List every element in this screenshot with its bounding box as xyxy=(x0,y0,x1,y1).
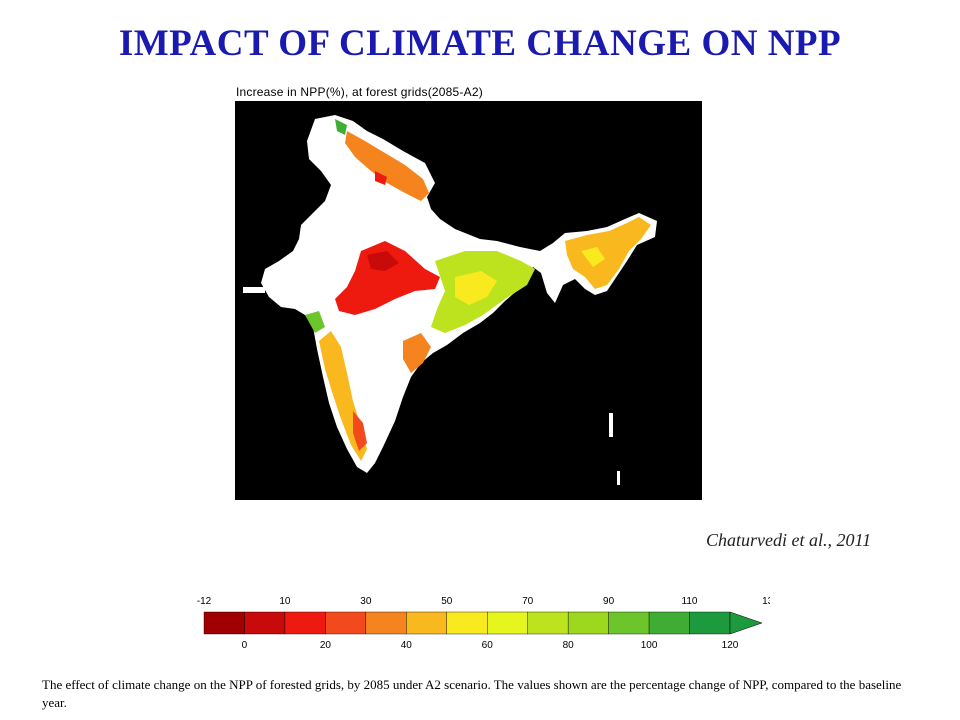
legend-swatch xyxy=(527,611,569,635)
footnote: The effect of climate change on the NPP … xyxy=(42,677,902,710)
legend-swatch xyxy=(487,611,528,635)
legend-top-label: 50 xyxy=(441,596,453,607)
region-himalaya-red xyxy=(375,171,387,185)
legend-swatch xyxy=(406,611,447,635)
legend-top-label: 110 xyxy=(682,596,698,607)
legend-bottom-label: 0 xyxy=(242,640,248,650)
region-central-red xyxy=(335,241,440,315)
legend-swatch xyxy=(203,611,245,635)
region-central-red-dark xyxy=(367,251,399,271)
legend-bottom-label: 120 xyxy=(722,640,739,650)
region-northeast xyxy=(565,217,651,289)
legend-swatches xyxy=(203,611,731,635)
nicobar-islands xyxy=(617,471,620,485)
legend-top-label: -12 xyxy=(197,596,212,607)
region-northeast-yellow xyxy=(581,247,605,267)
legend-swatch xyxy=(365,611,407,635)
legend-swatch xyxy=(284,611,326,635)
legend-top-label: 30 xyxy=(360,596,372,607)
legend-swatch xyxy=(446,611,488,635)
legend-bottom-label: 40 xyxy=(401,640,413,650)
npp-map xyxy=(235,101,702,500)
page-title: IMPACT OF CLIMATE CHANGE ON NPP xyxy=(118,23,842,64)
region-western-green xyxy=(305,311,325,333)
legend-bottom-labels: 020406080100120140 xyxy=(242,640,820,651)
legend-swatch xyxy=(244,611,286,635)
map-caption: Increase in NPP(%), at forest grids(2085… xyxy=(236,85,483,99)
region-western-ghats-red xyxy=(353,411,367,451)
legend-bottom-label: 60 xyxy=(482,640,494,650)
legend-svg: -121030507090110130150 02040608010012014… xyxy=(197,596,860,651)
legend-bottom-label: 20 xyxy=(320,640,332,650)
andaman-islands xyxy=(609,413,613,437)
region-himalaya xyxy=(345,131,429,201)
legend-swatch xyxy=(608,611,650,635)
legend-swatch xyxy=(325,611,367,635)
legend-top-label: 90 xyxy=(603,596,615,607)
legend-swatch xyxy=(567,611,609,635)
legend-top-label: 130 xyxy=(762,596,770,607)
gujarat-coast xyxy=(243,287,265,293)
legend-top-labels: -121030507090110130150 xyxy=(197,596,860,607)
region-central-yellow xyxy=(455,271,497,305)
legend-top-label: 70 xyxy=(522,596,534,607)
legend-top-label: 10 xyxy=(279,596,291,607)
citation: Chaturvedi et al., 2011 xyxy=(706,530,872,550)
region-himalaya-green xyxy=(335,119,347,135)
legend-bottom-label: 80 xyxy=(563,640,575,650)
legend-swatch xyxy=(689,611,731,635)
india-map-svg xyxy=(235,101,702,500)
legend-bottom-label: 100 xyxy=(641,640,658,650)
npp-color-legend: -121030507090110130150 02040608010012014… xyxy=(190,590,860,651)
legend-arrow xyxy=(729,611,763,635)
region-eastern-ghats xyxy=(403,333,431,373)
legend-swatch xyxy=(648,611,690,635)
